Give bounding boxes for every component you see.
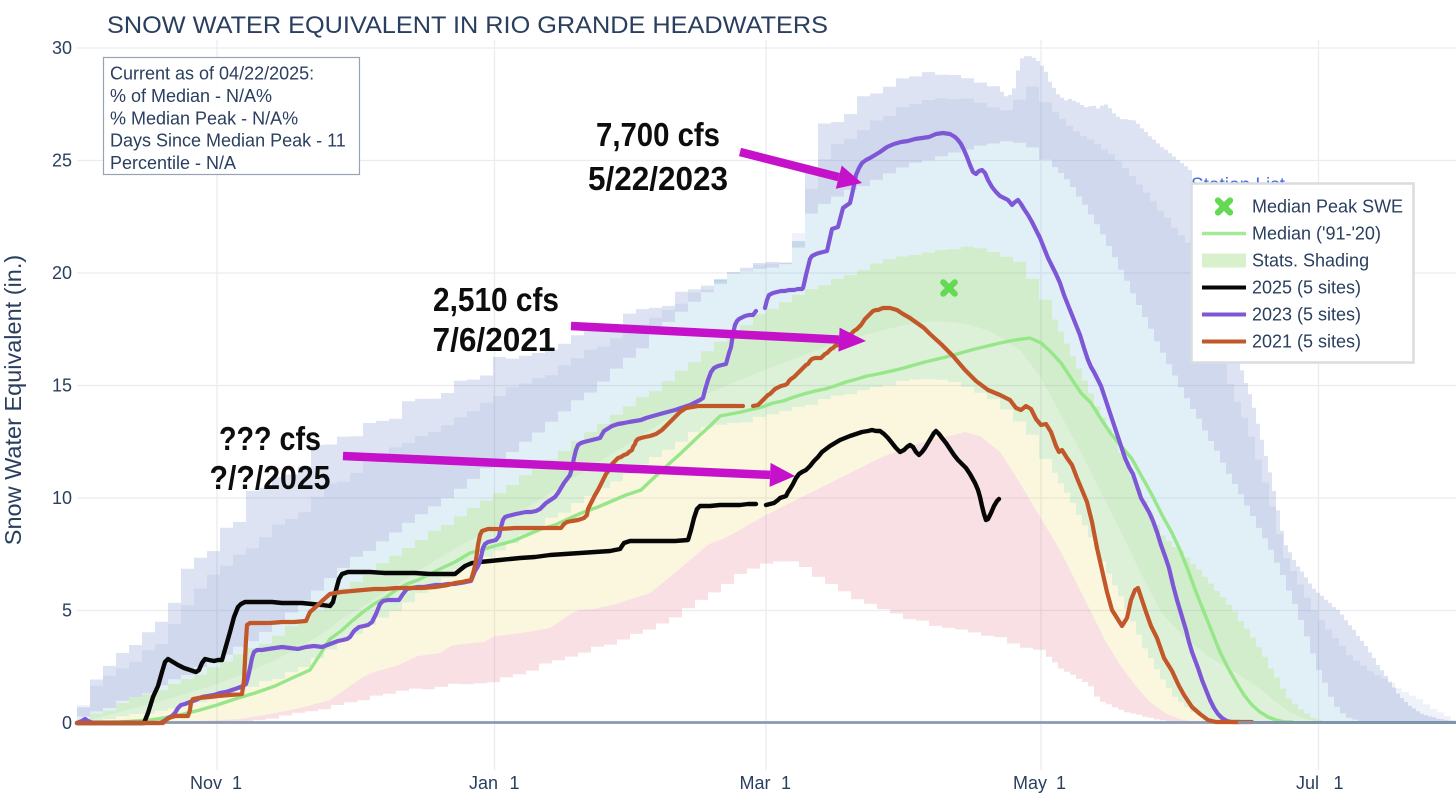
svg-text:Jul: Jul: [1296, 773, 1319, 793]
svg-text:Snow Water Equivalent (in.): Snow Water Equivalent (in.): [0, 255, 26, 545]
svg-text:25: 25: [52, 151, 72, 171]
svg-text:2023 (5 sites): 2023 (5 sites): [1252, 305, 1361, 325]
svg-text:1: 1: [232, 773, 242, 793]
svg-text:% of Median - N/A%: % of Median - N/A%: [110, 86, 272, 106]
svg-text:Current as of 04/22/2025:: Current as of 04/22/2025:: [110, 64, 314, 84]
svg-text:SNOW WATER EQUIVALENT IN RIO G: SNOW WATER EQUIVALENT IN RIO GRANDE HEAD…: [107, 12, 828, 39]
svg-text:??? cfs: ??? cfs: [219, 420, 321, 457]
svg-text:2,510 cfs: 2,510 cfs: [433, 281, 559, 318]
svg-text:?/?/2025: ?/?/2025: [210, 459, 331, 496]
svg-text:30: 30: [52, 38, 72, 58]
svg-text:15: 15: [52, 376, 72, 396]
svg-text:2021 (5 sites): 2021 (5 sites): [1252, 332, 1361, 352]
svg-text:Median Peak SWE: Median Peak SWE: [1252, 197, 1403, 217]
svg-text:Median ('91-'20): Median ('91-'20): [1252, 224, 1381, 244]
svg-text:5: 5: [62, 601, 72, 621]
svg-text:1: 1: [509, 773, 519, 793]
svg-text:Days Since Median Peak - 11: Days Since Median Peak - 11: [110, 131, 346, 151]
svg-text:Stats. Shading: Stats. Shading: [1252, 251, 1369, 271]
svg-text:1: 1: [781, 773, 791, 793]
svg-text:Nov: Nov: [190, 773, 222, 793]
svg-text:7/6/2021: 7/6/2021: [433, 321, 556, 358]
svg-text:10: 10: [52, 488, 72, 508]
svg-text:2025 (5 sites): 2025 (5 sites): [1252, 278, 1361, 298]
svg-text:% Median Peak - N/A%: % Median Peak - N/A%: [110, 108, 298, 128]
svg-text:Mar: Mar: [740, 773, 771, 793]
svg-text:5/22/2023: 5/22/2023: [588, 160, 728, 197]
svg-text:20: 20: [52, 263, 72, 283]
svg-text:7,700 cfs: 7,700 cfs: [596, 116, 720, 153]
svg-text:1: 1: [1056, 773, 1066, 793]
svg-text:May: May: [1013, 773, 1047, 793]
svg-text:1: 1: [1333, 773, 1343, 793]
svg-text:0: 0: [62, 713, 72, 733]
svg-text:Percentile - N/A: Percentile - N/A: [110, 153, 236, 173]
svg-text:Jan: Jan: [469, 773, 498, 793]
